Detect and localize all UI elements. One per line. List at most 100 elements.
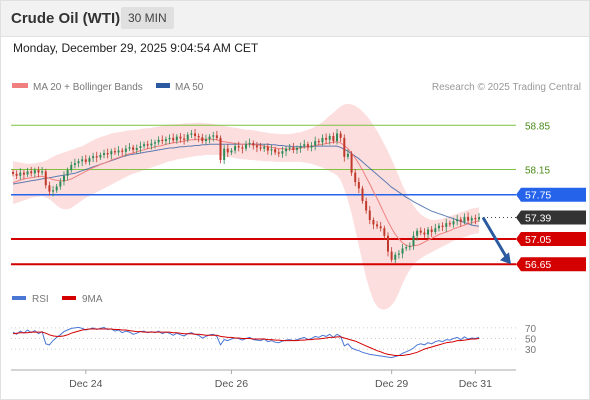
candle-body [343,137,346,157]
candle-body [281,151,284,154]
candle-body [128,147,131,149]
candle-body [139,146,142,148]
candle-body [306,144,309,148]
candle-body [463,216,466,222]
candle-body [252,142,255,146]
candle-body [328,136,331,140]
candle-body [41,171,44,173]
candle-body [11,172,15,174]
last-price-label: 57.39 [525,212,551,224]
candle-body [223,148,226,160]
rsi-ma-line [12,328,480,356]
candle-body [146,144,149,146]
candle-body [266,146,269,151]
rsi-legend-swatch [12,296,26,300]
candle-body [314,141,317,146]
candle-body [117,150,120,153]
timeframe-badge[interactable]: 30 MIN [121,7,174,29]
candle-body [445,223,448,227]
candle-body [350,153,353,173]
candle-body [66,170,69,176]
instrument-title: Crude Oil (WTI) [11,10,121,27]
candle-body [259,147,262,149]
price-panel: 58.85 58.15 57.75 57.39 57.05 56.65 [11,103,586,310]
candle-body [124,148,127,152]
candle-body [168,137,171,140]
candle-body [274,149,277,153]
time-axis-label: Dec 24 [69,378,102,390]
candle-body [77,161,80,164]
candle-body [37,170,40,173]
candle-body [354,172,357,183]
time-axis: Dec 24 Dec 26 Dec 29 Dec 31 [11,369,516,390]
candle-body [186,134,189,140]
candle-body [244,144,248,149]
candle-body [346,153,349,157]
support-price-label: 56.65 [525,259,551,271]
rsi-axis-label: 50 [525,335,537,346]
forecast-arrow-shaft [481,216,509,259]
candle-body [437,225,440,229]
candle-body [234,146,237,151]
candle-body [405,247,408,249]
candle-body [106,153,109,155]
candle-body [372,220,375,225]
candle-body [103,153,106,155]
candle-body [427,229,430,235]
time-axis-label: Dec 26 [215,378,248,390]
ma50-legend-label: MA 50 [175,82,204,93]
candle-body [73,163,76,166]
candle-body [84,159,87,162]
candle-body [467,216,470,221]
candle-body [95,156,98,158]
candle-body [434,228,437,232]
rsi-line [12,326,480,359]
time-axis-label: Dec 29 [375,378,408,390]
ma20-legend-label: MA 20 + Bollinger Bands [33,82,143,93]
candle-body [153,142,156,144]
candle-body [317,141,320,143]
candle-body [22,172,25,175]
candle-body [336,133,339,142]
candle-body [15,173,18,176]
candle-body [452,221,455,225]
candle-body [416,230,419,236]
candle-body [295,148,298,150]
candle-body [325,137,328,140]
candle-body [430,229,433,232]
candle-body [365,201,368,211]
resistance-label: 58.85 [525,121,550,132]
candle-body [376,224,379,227]
candle-body [397,253,400,255]
candle-body [361,188,364,202]
candle-body [310,145,313,148]
candle-body [383,228,386,236]
candle-body [88,158,91,162]
candle-body [303,144,306,147]
candle-body [477,217,481,220]
candle-body [212,135,215,137]
candle-body [368,210,371,220]
candle-body [99,154,102,158]
copyright-label: Research © 2025 Trading Central [432,82,581,93]
candle-body [143,144,146,147]
candle-body [321,137,324,143]
candle-body [219,137,222,160]
candle-body [255,145,258,148]
candle-body [161,139,164,142]
candle-body [237,146,240,148]
candle-body [215,135,218,138]
candle-body [179,136,182,139]
candle-body [110,151,113,155]
candle-body [81,159,84,162]
candle-body [135,148,138,150]
candle-body [48,185,51,192]
candle-body [19,172,22,176]
candle-body [30,171,33,174]
time-axis-label: Dec 31 [459,378,492,390]
candle-body [55,186,58,191]
candle-body [201,137,204,142]
chart-datetime: Monday, December 29, 2025 9:04:54 AM CET [13,41,259,55]
